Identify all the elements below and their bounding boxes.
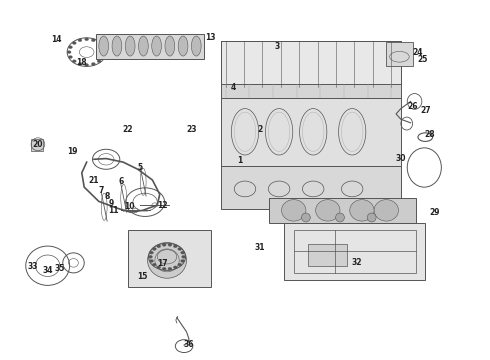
Circle shape [168,243,172,246]
Text: 15: 15 [138,272,148,281]
Circle shape [178,248,182,251]
Ellipse shape [301,213,310,222]
Circle shape [97,42,101,44]
Text: 22: 22 [123,126,133,135]
Text: 10: 10 [124,202,134,211]
Ellipse shape [350,200,374,221]
Circle shape [92,63,96,66]
Circle shape [78,39,82,42]
Text: 8: 8 [105,192,110,201]
Circle shape [149,260,153,262]
Text: 35: 35 [55,264,65,273]
Bar [220,41,401,87]
Ellipse shape [152,36,162,56]
Bar [220,84,401,98]
Circle shape [178,263,182,266]
Circle shape [102,51,106,54]
Text: 24: 24 [413,48,423,57]
Bar [270,198,416,223]
Bar [128,230,211,287]
Circle shape [168,267,172,270]
Text: 36: 36 [184,340,194,349]
Circle shape [157,266,161,269]
Text: 6: 6 [118,177,123,186]
Text: 2: 2 [257,126,262,135]
Circle shape [73,42,76,44]
Text: 18: 18 [76,58,87,67]
Circle shape [101,46,105,49]
Ellipse shape [316,200,340,221]
Text: 7: 7 [98,186,104,195]
Text: 1: 1 [238,156,243,165]
Bar [386,42,413,66]
Circle shape [148,255,152,258]
Text: 28: 28 [425,130,436,139]
Ellipse shape [139,36,148,56]
Text: 3: 3 [274,41,279,50]
Circle shape [97,60,101,63]
Text: 26: 26 [408,102,418,111]
Bar [308,244,347,266]
Circle shape [181,251,185,254]
Text: 13: 13 [206,33,216,42]
Ellipse shape [147,243,187,278]
Circle shape [85,64,89,66]
Ellipse shape [165,36,175,56]
Circle shape [182,255,186,258]
Text: 34: 34 [43,266,53,275]
Ellipse shape [125,36,135,56]
Circle shape [85,38,89,41]
Text: 30: 30 [395,154,406,163]
Text: 33: 33 [28,262,38,271]
Text: 5: 5 [138,163,143,172]
Bar [220,98,401,166]
Circle shape [173,266,177,269]
Bar [97,33,203,59]
Ellipse shape [192,36,201,56]
Circle shape [173,245,177,248]
Circle shape [78,63,82,66]
Circle shape [73,60,76,63]
Bar [220,41,401,87]
Circle shape [162,267,166,270]
Circle shape [67,51,71,54]
Text: 27: 27 [420,106,431,115]
Ellipse shape [368,213,376,222]
Ellipse shape [112,36,122,56]
Circle shape [157,245,161,248]
Text: 29: 29 [430,208,441,217]
Ellipse shape [374,200,398,221]
Circle shape [149,251,153,254]
Bar [294,230,416,273]
Bar [284,223,425,280]
Text: 12: 12 [157,201,168,210]
Ellipse shape [99,36,109,56]
Text: 11: 11 [108,206,119,215]
Circle shape [69,46,73,49]
Circle shape [69,55,73,58]
Text: 20: 20 [33,140,43,149]
Text: 9: 9 [108,199,114,208]
Text: 17: 17 [157,260,168,269]
Text: 25: 25 [417,55,428,64]
Text: 19: 19 [67,147,77,156]
Circle shape [92,39,96,42]
Text: 23: 23 [186,126,196,135]
Circle shape [162,243,166,246]
Bar [30,139,43,152]
Ellipse shape [336,213,344,222]
Text: 31: 31 [254,243,265,252]
Ellipse shape [178,36,188,56]
Text: 21: 21 [89,176,99,185]
Circle shape [152,248,156,251]
Circle shape [101,55,105,58]
Ellipse shape [282,200,306,221]
Circle shape [181,260,185,262]
Text: 32: 32 [352,258,362,267]
Text: 4: 4 [230,83,235,92]
Circle shape [152,263,156,266]
Text: 14: 14 [50,36,61,45]
Bar [220,166,401,208]
